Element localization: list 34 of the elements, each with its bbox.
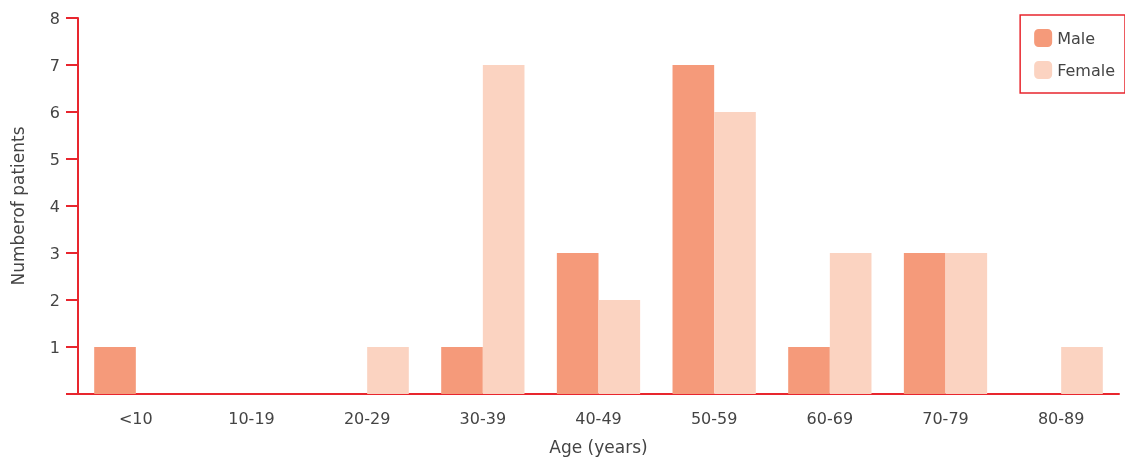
bar — [1061, 347, 1103, 394]
y-tick-label: 1 — [49, 337, 60, 357]
bar — [903, 253, 946, 394]
bar — [598, 300, 641, 394]
y-tick-label: 5 — [49, 149, 60, 169]
bar — [441, 347, 483, 394]
bar — [94, 347, 136, 394]
x-tick-label: <10 — [118, 408, 153, 428]
x-axis-title: Age (years) — [549, 436, 648, 457]
x-tick-label: 30-39 — [459, 408, 507, 428]
y-tick-label: 6 — [49, 102, 60, 122]
bar — [367, 347, 409, 394]
bar — [556, 253, 599, 394]
x-tick-label: 60-69 — [806, 408, 854, 428]
x-tick-label: 10-19 — [228, 408, 275, 428]
bar — [482, 65, 525, 394]
y-tick-label: 8 — [49, 8, 60, 28]
bar — [945, 253, 988, 394]
x-tick-label: 40-49 — [575, 408, 622, 428]
x-tick-label: 70-79 — [922, 408, 969, 428]
legend-label: Female — [1057, 60, 1116, 80]
bar — [714, 112, 756, 394]
bar — [788, 347, 830, 394]
x-tick-label: 80-89 — [1037, 408, 1085, 428]
legend-label: Male — [1057, 28, 1096, 48]
y-tick-label: 4 — [49, 196, 60, 216]
y-tick-label: 3 — [49, 243, 60, 263]
bar — [829, 253, 872, 394]
y-tick-label: 7 — [49, 55, 60, 75]
y-axis-title: Numberof patients — [7, 126, 28, 286]
x-tick-label: 50-59 — [690, 408, 738, 428]
y-tick-label: 2 — [49, 290, 60, 310]
x-tick-label: 20-29 — [343, 408, 391, 428]
bar — [672, 65, 715, 394]
